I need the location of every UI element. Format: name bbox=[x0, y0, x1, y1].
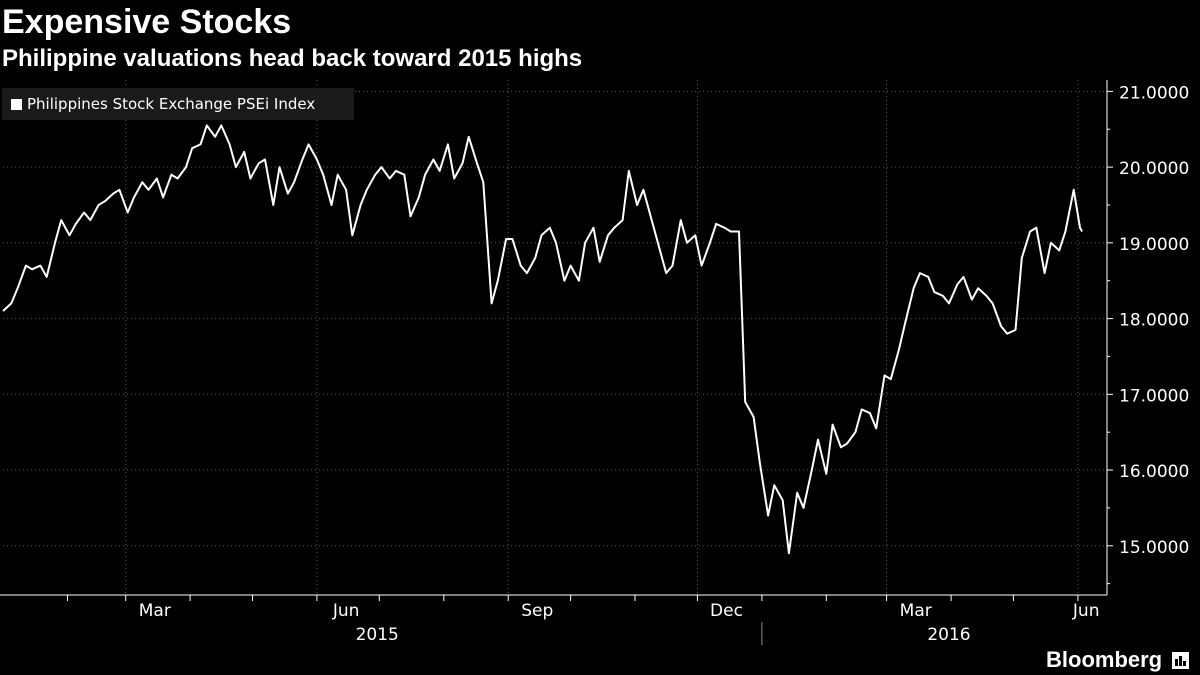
x-tick-label: Dec bbox=[710, 601, 743, 621]
y-tick-label: 16.0000 bbox=[1119, 462, 1189, 482]
y-tick-label: 17.0000 bbox=[1119, 386, 1189, 406]
y-tick-label: 19.0000 bbox=[1119, 235, 1189, 255]
logo-text: Bloomberg bbox=[1046, 647, 1163, 672]
x-tick-label: Jun bbox=[332, 601, 360, 621]
y-tick-label: 18.0000 bbox=[1119, 311, 1189, 331]
chart-subtitle: Philippine valuations head back toward 2… bbox=[2, 45, 583, 72]
bloomberg-logo: Bloomberg bbox=[1046, 645, 1190, 675]
y-tick-label: 20.0000 bbox=[1119, 159, 1189, 179]
series-line bbox=[2, 124, 1083, 555]
y-tick-label: 21.0000 bbox=[1119, 83, 1189, 103]
legend-swatch bbox=[11, 98, 22, 110]
x-year-label: 2015 bbox=[356, 625, 399, 645]
legend-label: Philippines Stock Exchange PSEi Index bbox=[27, 95, 316, 113]
bloomberg-bars-icon bbox=[1172, 651, 1190, 669]
legend: Philippines Stock Exchange PSEi Index bbox=[2, 88, 354, 120]
axes: 15.0000 16.0000 17.0000 18.0000 19.0000 20.00… bbox=[0, 80, 1189, 645]
chart-title: Expensive Stocks bbox=[2, 3, 292, 41]
x-tick-label: Mar bbox=[900, 601, 932, 621]
x-year-label: 2016 bbox=[927, 625, 970, 645]
x-tick-label: Jun bbox=[1072, 601, 1100, 621]
grid-lines bbox=[3, 80, 1107, 595]
series-layer bbox=[2, 124, 1083, 555]
x-tick-label: Sep bbox=[521, 601, 553, 621]
y-tick-label: 15.0000 bbox=[1119, 538, 1189, 558]
x-tick-label: Mar bbox=[139, 601, 171, 621]
